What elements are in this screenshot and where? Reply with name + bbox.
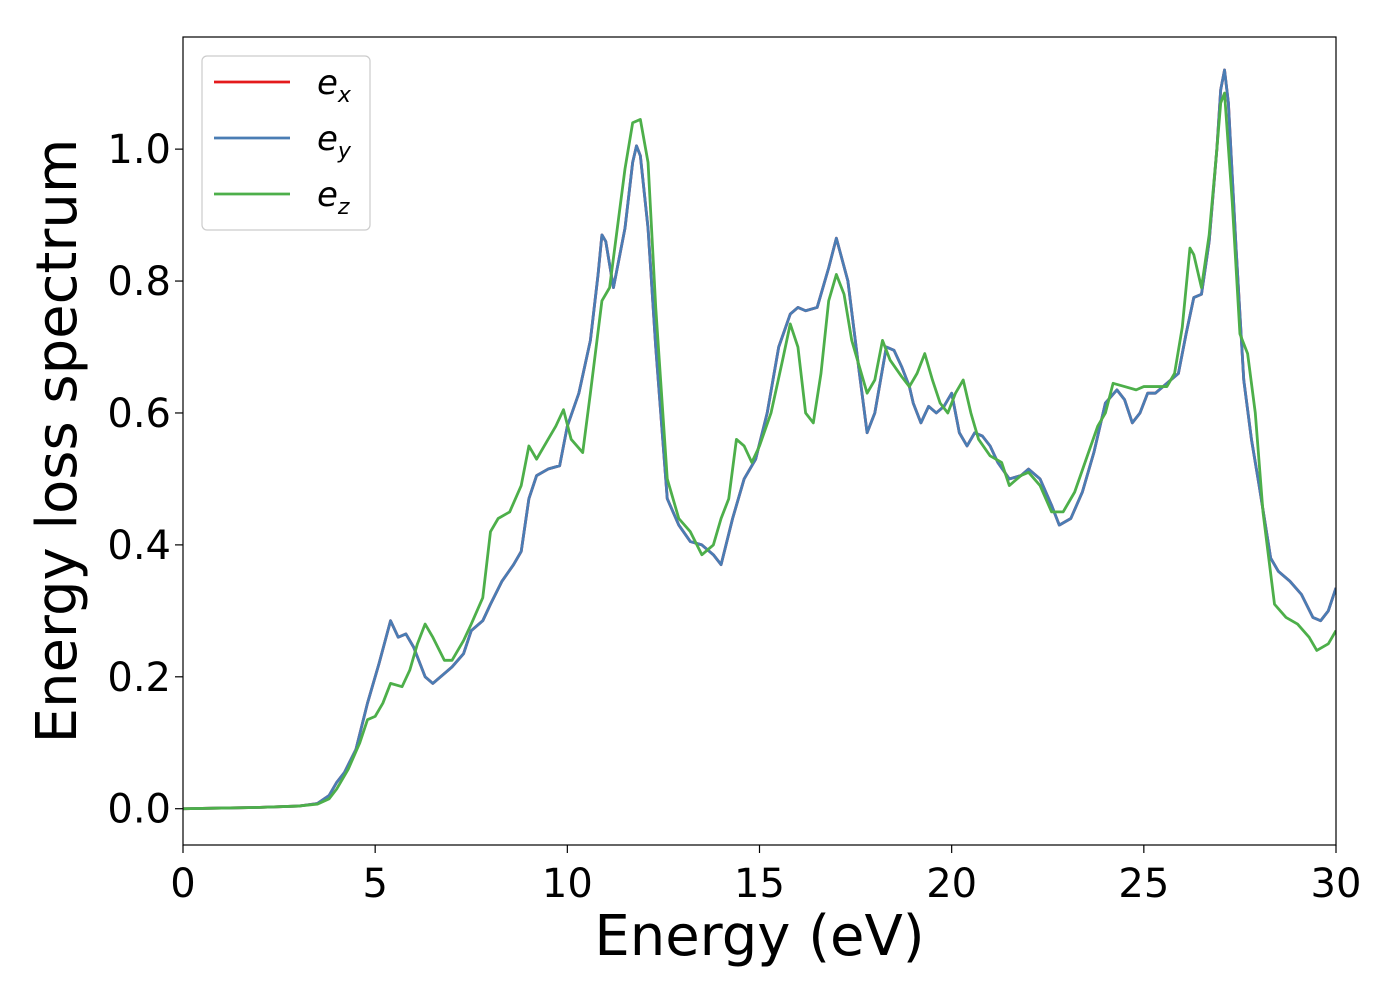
series-line-ey: [183, 68, 1336, 811]
x-tick-label: 20: [926, 861, 977, 907]
x-axis: 0 5 10 15 20 25 30: [170, 845, 1361, 907]
y-axis-title: Energy loss spectrum: [25, 139, 90, 744]
legend-label: ey: [317, 119, 352, 164]
legend-label-subscript: x: [337, 83, 352, 108]
legend-label: ex: [317, 63, 352, 108]
legend-label-base: e: [317, 175, 338, 215]
y-tick-label: 0.4: [107, 523, 171, 569]
x-tick-label: 30: [1311, 861, 1362, 907]
y-tick-label: 0.0: [107, 787, 171, 833]
y-tick-label: 1.0: [107, 127, 171, 173]
x-tick-label: 0: [170, 861, 195, 907]
y-axis: 0.0 0.2 0.4 0.6 0.8 1.0: [107, 127, 183, 833]
series-layer: [183, 68, 1336, 811]
legend-label-subscript: z: [337, 195, 350, 220]
legend-label-base: e: [317, 63, 338, 103]
legend-label: ez: [317, 175, 350, 220]
y-tick-label: 0.8: [107, 259, 171, 305]
y-tick-label: 0.2: [107, 655, 171, 701]
legend-box: [201, 55, 371, 231]
x-tick-label: 10: [542, 861, 593, 907]
x-tick-label: 5: [362, 861, 387, 907]
x-tick-label: 15: [734, 861, 785, 907]
x-axis-title: Energy (eV): [594, 904, 924, 969]
x-tick-label: 25: [1118, 861, 1169, 907]
legend-label-subscript: y: [337, 139, 352, 164]
series-line-ez: [183, 91, 1336, 811]
legend-label-base: e: [317, 119, 338, 159]
y-tick-label: 0.6: [107, 391, 171, 437]
